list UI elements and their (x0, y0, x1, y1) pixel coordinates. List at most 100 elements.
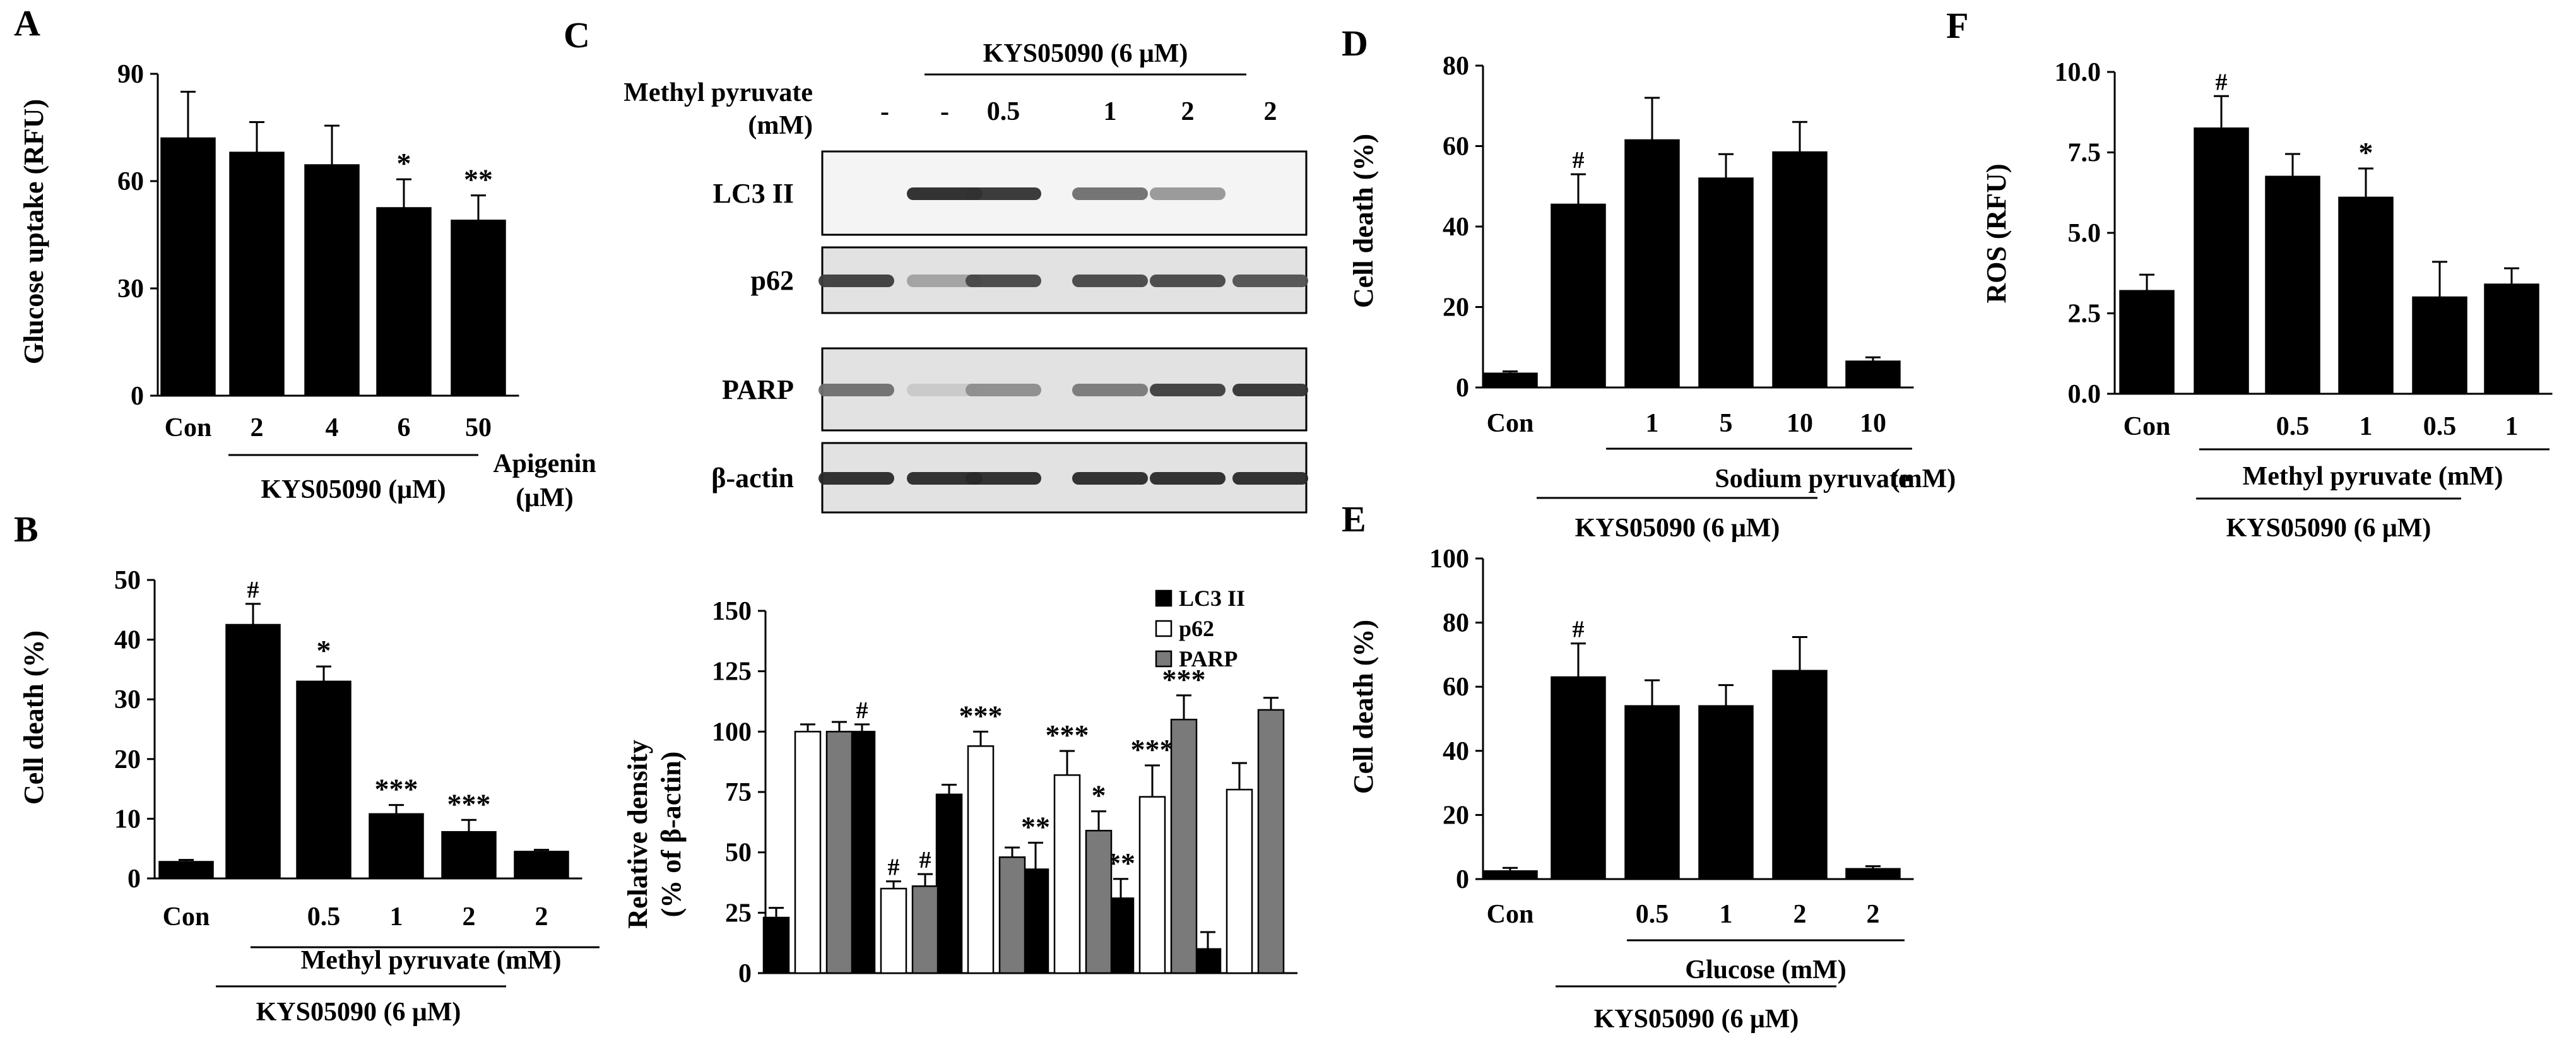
legend-swatch (1155, 620, 1173, 637)
y-tick-label: 100 (1429, 545, 1469, 574)
category-labels: Con 0.5 1 0.5 1 (2124, 412, 2519, 441)
significance-hash: # (856, 697, 868, 724)
y-tick-label: 80 (1443, 52, 1469, 81)
blot-band (1232, 384, 1308, 396)
x-tick-label: 1 (2360, 412, 2373, 441)
bars: #* (2119, 69, 2539, 395)
blot-band (966, 275, 1041, 287)
bar (441, 830, 497, 880)
blot-lane-label: - (940, 97, 949, 126)
y-tick-label: 0 (1456, 374, 1469, 403)
panel-c: C KYS05090 (6 μM) Methyl pyruvate (mM) -… (564, 15, 1308, 988)
bar (1772, 151, 1828, 389)
bar (762, 916, 790, 974)
blot-band (1072, 187, 1148, 200)
x-tick-label: Con (2124, 412, 2171, 441)
bars: * ** (160, 90, 506, 397)
x-tick-label: 1 (1720, 900, 1733, 929)
y-tick-label: 50 (725, 839, 752, 868)
x-tick-label: 4 (326, 413, 339, 442)
y-tick-label: 30 (114, 685, 141, 714)
x-tick-label: 5 (1720, 409, 1733, 438)
x-tick-label: 50 (465, 413, 492, 442)
category-labels: Con 0.5 1 2 2 (163, 902, 548, 931)
bar (1085, 829, 1113, 974)
group-label-kys05090: KYS05090 (6 μM) (256, 998, 461, 1027)
y-tick-label: 7.5 (2068, 139, 2101, 168)
bar (1551, 203, 1606, 389)
significance-hash: # (888, 854, 900, 881)
y-tick-label: 30 (117, 275, 144, 304)
bar (1698, 177, 1754, 389)
significance-star: *** (447, 788, 491, 820)
x-tick-label: 2 (1793, 900, 1807, 929)
bar (794, 731, 822, 974)
x-tick-label: Con (1487, 409, 1534, 438)
blot-band (1232, 275, 1308, 287)
blot-band (1232, 472, 1308, 485)
x-tick-label: Con (165, 413, 212, 442)
bar (2412, 296, 2467, 395)
y-tick-label: 60 (1443, 673, 1469, 702)
legend-label: p62 (1179, 616, 1214, 641)
x-tick-label: 1 (2505, 412, 2519, 441)
y-tick-label: 40 (1443, 737, 1469, 766)
blot-band (1072, 275, 1148, 287)
y-tick-label: 60 (117, 167, 144, 196)
group-label-apigenin-unit: (μM) (516, 483, 573, 512)
bar (1698, 705, 1754, 880)
significance-hash: # (1573, 147, 1585, 174)
bar (1624, 139, 1680, 389)
legend: LC3 II p62 PARP (1155, 586, 1245, 671)
blot-band-label: LC3 II (713, 178, 794, 209)
group-label-sodium-pyruvate-unit: (mM) (1891, 464, 1956, 493)
significance-hash: # (919, 847, 931, 873)
bar (1194, 948, 1222, 974)
significance-star: ** (464, 163, 493, 196)
bar (451, 220, 506, 397)
x-tick-label: 0.5 (1636, 900, 1669, 929)
significance-hash: # (2216, 69, 2228, 95)
bar (2484, 283, 2539, 395)
bar (2194, 127, 2249, 395)
bar (1551, 676, 1606, 880)
bar (998, 856, 1026, 974)
blot-band (1150, 384, 1226, 396)
significance-star: *** (1131, 733, 1174, 765)
y-axis-ticks: 0 20 40 60 80 100 (1429, 545, 1914, 894)
bar (1053, 774, 1081, 974)
group-label-kys05090: KYS05090 (μM) (261, 475, 446, 504)
x-tick-label: Con (1487, 900, 1534, 929)
blot-box (821, 347, 1308, 432)
y-tick-label: 80 (1443, 609, 1469, 638)
blot-lane-label: 2 (1264, 97, 1277, 126)
panel-letter-d: D (1342, 23, 1368, 64)
blot-band (1150, 187, 1226, 200)
category-labels: Con 2 4 6 50 (165, 413, 492, 442)
bar (1482, 870, 1538, 880)
y-tick-label: 0.0 (2068, 380, 2101, 409)
x-tick-label: 1 (1646, 409, 1659, 438)
y-tick-label: 40 (1443, 213, 1469, 242)
bar (1138, 796, 1166, 974)
blot-band (818, 275, 894, 287)
blot-lane-label: - (880, 97, 889, 126)
y-axis-label: ROS (RFU) (1981, 163, 2012, 303)
blot-band (818, 384, 894, 396)
y-axis-label: Cell death (%) (1348, 134, 1379, 308)
y-tick-label: 10.0 (2055, 58, 2101, 87)
bars: # (1482, 97, 1901, 389)
blot-band (966, 472, 1041, 485)
panel-letter-f: F (1946, 5, 1968, 46)
significance-star: *** (959, 699, 1003, 731)
bar (1482, 372, 1538, 389)
bar (967, 745, 995, 974)
legend-swatch (1155, 650, 1173, 668)
significance-star: ** (1021, 810, 1050, 842)
significance-star: *** (375, 773, 418, 805)
significance-star: *** (1046, 719, 1089, 751)
bar (158, 861, 214, 880)
y-axis-label: Cell death (%) (18, 630, 49, 805)
blot-band-label: PARP (722, 374, 794, 405)
